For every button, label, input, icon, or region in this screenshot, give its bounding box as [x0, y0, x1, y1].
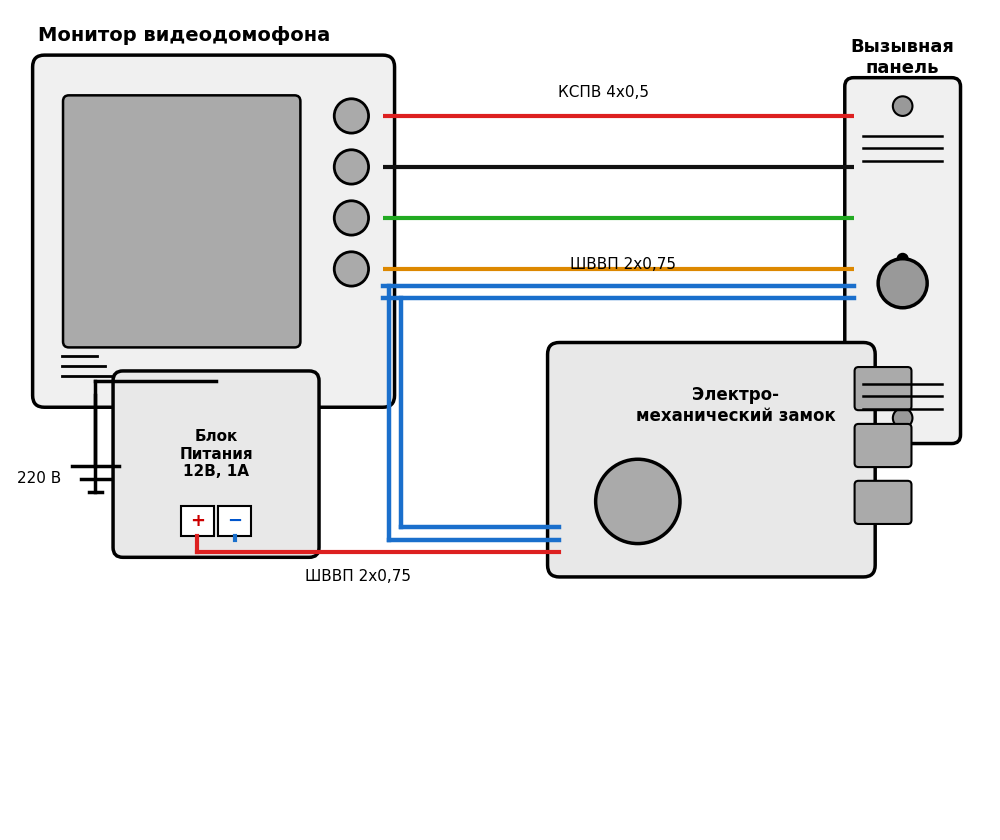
Text: КСПВ 4х0,5: КСПВ 4х0,5 — [558, 85, 649, 100]
FancyBboxPatch shape — [855, 367, 911, 410]
Bar — [181, 507, 214, 536]
Circle shape — [334, 99, 369, 133]
Circle shape — [893, 97, 912, 116]
Circle shape — [893, 408, 912, 428]
FancyBboxPatch shape — [855, 480, 911, 524]
FancyBboxPatch shape — [548, 343, 875, 577]
FancyBboxPatch shape — [113, 371, 319, 557]
Bar — [218, 507, 251, 536]
Text: 220 В: 220 В — [17, 471, 61, 486]
Circle shape — [334, 201, 369, 235]
FancyBboxPatch shape — [855, 424, 911, 467]
FancyBboxPatch shape — [845, 77, 961, 444]
Text: Блок
Питания
12В, 1А: Блок Питания 12В, 1А — [179, 429, 253, 480]
Circle shape — [334, 252, 369, 286]
Text: Вызывная
панель: Вызывная панель — [851, 38, 955, 76]
Circle shape — [897, 254, 908, 265]
Text: Электро-
механический замок: Электро- механический замок — [636, 386, 836, 425]
Text: ШВВП 2х0,75: ШВВП 2х0,75 — [305, 569, 411, 584]
Text: +: + — [190, 512, 205, 530]
Circle shape — [334, 150, 369, 184]
FancyBboxPatch shape — [63, 95, 300, 348]
Text: ШВВП 2х0,75: ШВВП 2х0,75 — [570, 257, 676, 272]
Text: Монитор видеодомофона: Монитор видеодомофона — [38, 26, 330, 45]
Circle shape — [596, 459, 680, 543]
FancyBboxPatch shape — [33, 55, 395, 407]
Circle shape — [878, 259, 927, 307]
Text: −: − — [227, 512, 242, 530]
